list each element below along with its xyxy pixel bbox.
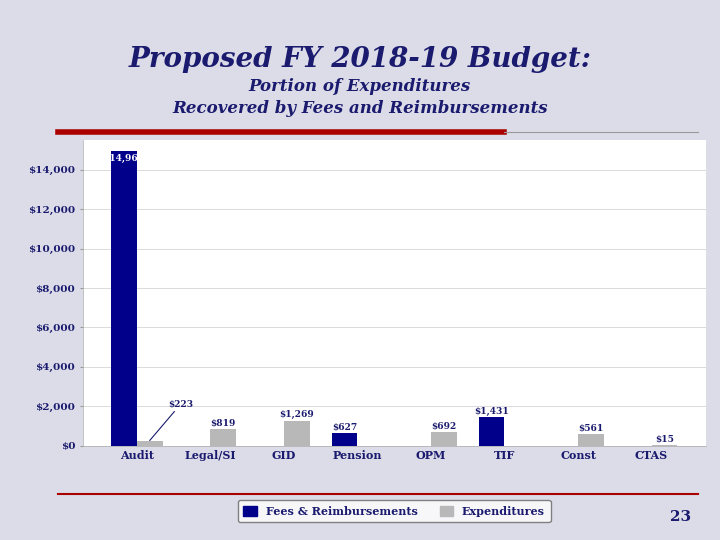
Bar — [137, 441, 163, 445]
Text: $627: $627 — [332, 423, 357, 432]
Bar — [284, 421, 310, 446]
Text: Proposed FY 2018-19 Budget:: Proposed FY 2018-19 Budget: — [128, 46, 592, 73]
Text: Portion of Expenditures: Portion of Expenditures — [249, 78, 471, 95]
Text: $14,967: $14,967 — [104, 154, 145, 163]
Text: $819: $819 — [210, 419, 236, 428]
Text: $692: $692 — [431, 422, 456, 431]
Bar — [210, 429, 236, 445]
Bar — [431, 432, 456, 445]
Text: $561: $561 — [578, 424, 603, 433]
Text: $1,269: $1,269 — [279, 410, 314, 420]
Text: $223: $223 — [150, 400, 193, 441]
Text: $1,431: $1,431 — [474, 407, 509, 416]
Text: Recovered by Fees and Reimbursements: Recovered by Fees and Reimbursements — [172, 100, 548, 117]
Bar — [111, 151, 137, 446]
Bar — [578, 435, 604, 446]
Text: $15: $15 — [655, 435, 674, 444]
Bar — [479, 417, 505, 446]
Legend: Fees & Reimbursements, Expenditures: Fees & Reimbursements, Expenditures — [238, 500, 551, 522]
Text: 23: 23 — [670, 510, 691, 524]
Bar — [332, 433, 357, 446]
